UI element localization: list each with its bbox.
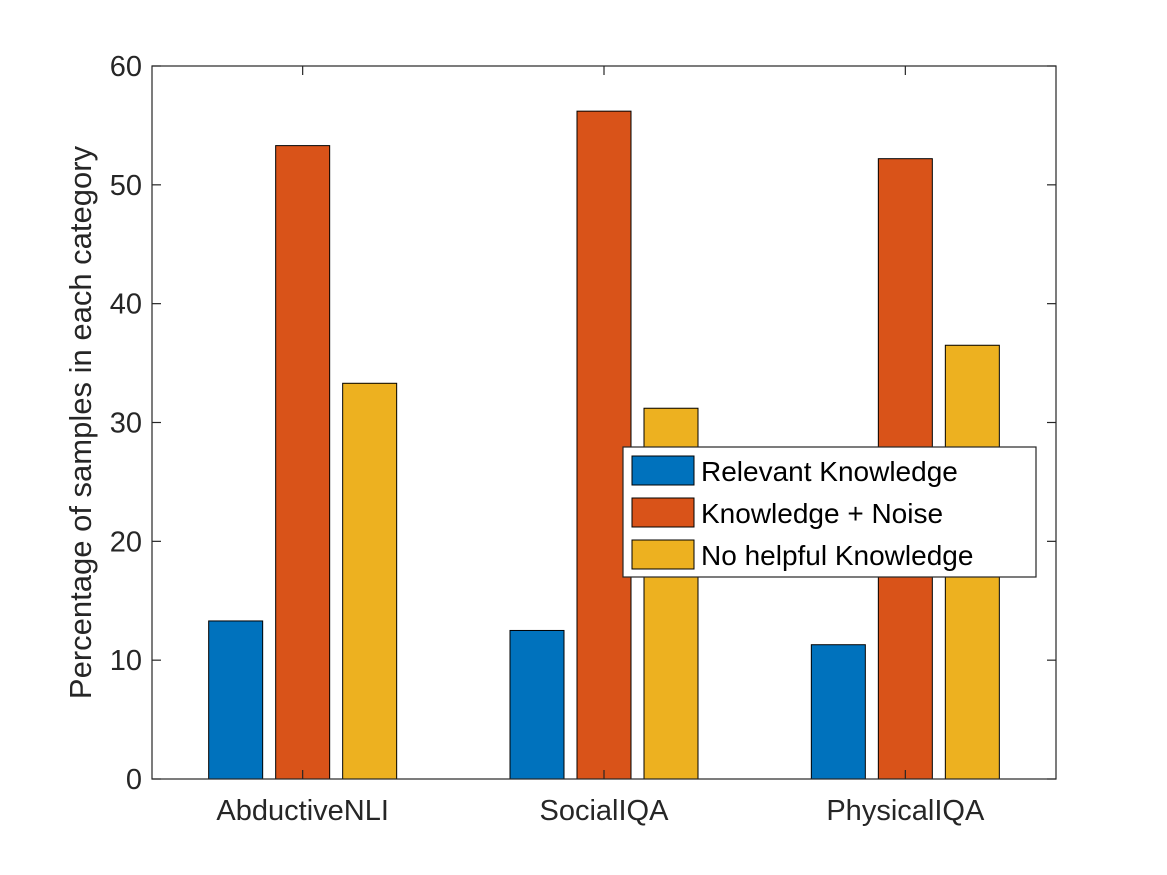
x-tick-label: AbductiveNLI: [216, 795, 389, 827]
bar-relevant-knowledge-socialiqa: [509, 629, 565, 780]
legend-label: No helpful Knowledge: [701, 540, 973, 571]
y-axis-label: Percentage of samples in each category: [63, 145, 98, 699]
bars-layer: [208, 110, 1000, 780]
x-tick-label: SocialIQA: [540, 795, 670, 827]
bar-relevant-knowledge-physicaliqa: [810, 644, 866, 780]
y-tick-label: 30: [110, 408, 142, 440]
legend-label: Knowledge + Noise: [701, 498, 943, 529]
y-tick-label: 60: [110, 51, 142, 83]
bar-no-helpful-knowledge-abductivenli: [342, 382, 398, 780]
legend-label: Relevant Knowledge: [701, 456, 958, 487]
legend-swatch: [631, 539, 695, 570]
legend: Relevant Knowledge Knowledge + Noise No he…: [622, 446, 1037, 578]
y-tick-label: 50: [110, 170, 142, 202]
axis-ticks: 0 10 20 30 40 50 60 AbductiveNLI SocialIQA Physic…: [110, 51, 1056, 827]
bar-relevant-knowledge-abductivenli: [208, 620, 264, 780]
legend-swatch: [631, 455, 695, 486]
bar-knowledge-noise-socialiqa: [576, 110, 632, 780]
x-tick-label: PhysicalIQA: [826, 795, 985, 827]
y-tick-label: 40: [110, 289, 142, 321]
legend-swatch: [631, 497, 695, 528]
y-tick-label: 10: [110, 645, 142, 677]
y-tick-label: 0: [126, 764, 142, 796]
bar-knowledge-noise-abductivenli: [275, 145, 331, 780]
y-tick-label: 20: [110, 526, 142, 558]
